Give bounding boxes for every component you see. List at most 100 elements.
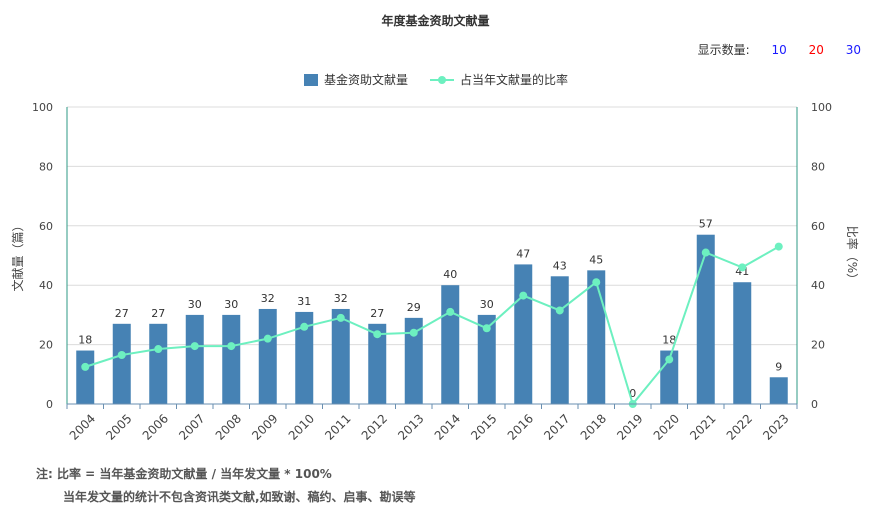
ratio-point [555,306,564,315]
y-tick-label-left: 20 [39,339,53,352]
ratio-point [81,362,90,371]
x-tick-label: 2008 [213,411,244,442]
bar-value-label: 18 [78,334,92,347]
x-tick-label: 2016 [505,411,536,442]
ratio-point [592,278,601,287]
x-tick-label: 2007 [176,411,207,442]
bar [696,234,715,404]
ratio-point [263,334,272,343]
bar [185,314,204,404]
ratio-point [336,313,345,322]
x-tick-label: 2012 [359,411,390,442]
legend-swatch-point [438,76,446,84]
bar-value-label: 57 [699,218,713,231]
ratio-point [774,242,783,251]
x-tick-label: 2017 [541,411,572,442]
ratio-point [300,322,309,331]
line-series [81,242,783,408]
bar-value-label: 32 [261,292,275,305]
x-tick-label: 2018 [578,411,609,442]
bar [477,314,496,404]
y-axis-title-right: 比率（%） [845,226,860,285]
y-tick-label-left: 60 [39,220,53,233]
ratio-point [446,307,455,316]
y-tick-label-left: 100 [32,101,53,114]
bar-value-label: 0 [629,387,636,400]
x-tick-label: 2011 [322,411,353,442]
display-count-20[interactable]: 20 [808,43,824,57]
legend-label-bar: 基金资助文献量 [324,72,408,87]
bar-value-label: 30 [188,298,202,311]
y-tick-label-right: 40 [811,279,825,292]
ratio-point [665,355,674,364]
bar-value-label: 27 [151,307,165,320]
ratio-point [738,263,747,272]
y-axis-title-left: 文献量（篇） [10,219,25,291]
x-tick-label: 2021 [687,411,718,442]
display-count-10[interactable]: 10 [771,43,787,57]
bar-value-label: 18 [662,334,676,347]
bar [587,270,606,404]
x-tick-label: 2005 [103,411,134,442]
y-tick-label-right: 80 [811,160,825,173]
bar [112,323,131,404]
ratio-point [190,342,199,351]
ratio-point [373,330,382,339]
x-tick-label: 2022 [724,411,755,442]
x-tick-label: 2023 [760,411,791,442]
bar-value-label: 32 [334,292,348,305]
ratio-point [154,345,163,354]
bar-value-label: 27 [115,307,129,320]
footnote-ratio: 注: 比率 = 当年基金资助文献量 / 当年发文量 * 100% [36,467,332,481]
bar [368,323,387,404]
ratio-point [519,291,528,300]
bar [404,317,423,404]
bar-value-label: 27 [370,307,384,320]
footnote-exclusion: 当年发文量的统计不包含资讯类文献,如致谢、稿约、启事、勘误等 [63,490,416,504]
bar [295,311,314,404]
bar [733,282,752,404]
ratio-point [227,342,236,351]
bar [514,264,533,404]
bar-value-label: 30 [480,298,494,311]
y-tick-label-left: 80 [39,160,53,173]
ratio-point [117,350,126,359]
x-tick-label: 2019 [614,411,645,442]
x-tick-label: 2004 [67,411,98,442]
bar [258,308,277,404]
bar-value-label: 45 [589,253,603,266]
ratio-point [701,248,710,257]
y-tick-label-right: 0 [811,398,818,411]
x-tick-label: 2006 [140,411,171,442]
ratio-point [482,324,491,333]
x-tick-label: 2010 [286,411,317,442]
display-count-30[interactable]: 30 [845,43,861,57]
bar [149,323,168,404]
display-count-selector: 显示数量: 10 20 30 [698,41,861,58]
legend-swatch-bar [304,74,318,86]
bar-value-label: 30 [224,298,238,311]
x-tick-label: 2014 [432,411,463,442]
bar [769,377,788,404]
display-count-label: 显示数量: [697,43,750,57]
ratio-point [409,328,418,337]
ratio-line [84,245,780,407]
bar [331,308,350,404]
y-tick-label-right: 20 [811,339,825,352]
x-tick-label: 2009 [249,411,280,442]
bar [441,285,460,404]
bar-value-label: 40 [443,268,457,281]
bar [76,350,95,404]
bar-value-label: 9 [775,360,782,373]
legend[interactable]: 基金资助文献量 占当年文献量的比率 [304,72,568,87]
x-tick-label: 2020 [651,411,682,442]
bar-value-label: 47 [516,247,530,260]
bar [222,314,241,404]
bar-value-label: 43 [553,259,567,272]
legend-label-line: 占当年文献量的比率 [460,72,568,87]
bar-value-label: 29 [407,301,421,314]
chart-title: 年度基金资助文献量 [381,14,490,28]
bar [550,276,569,404]
